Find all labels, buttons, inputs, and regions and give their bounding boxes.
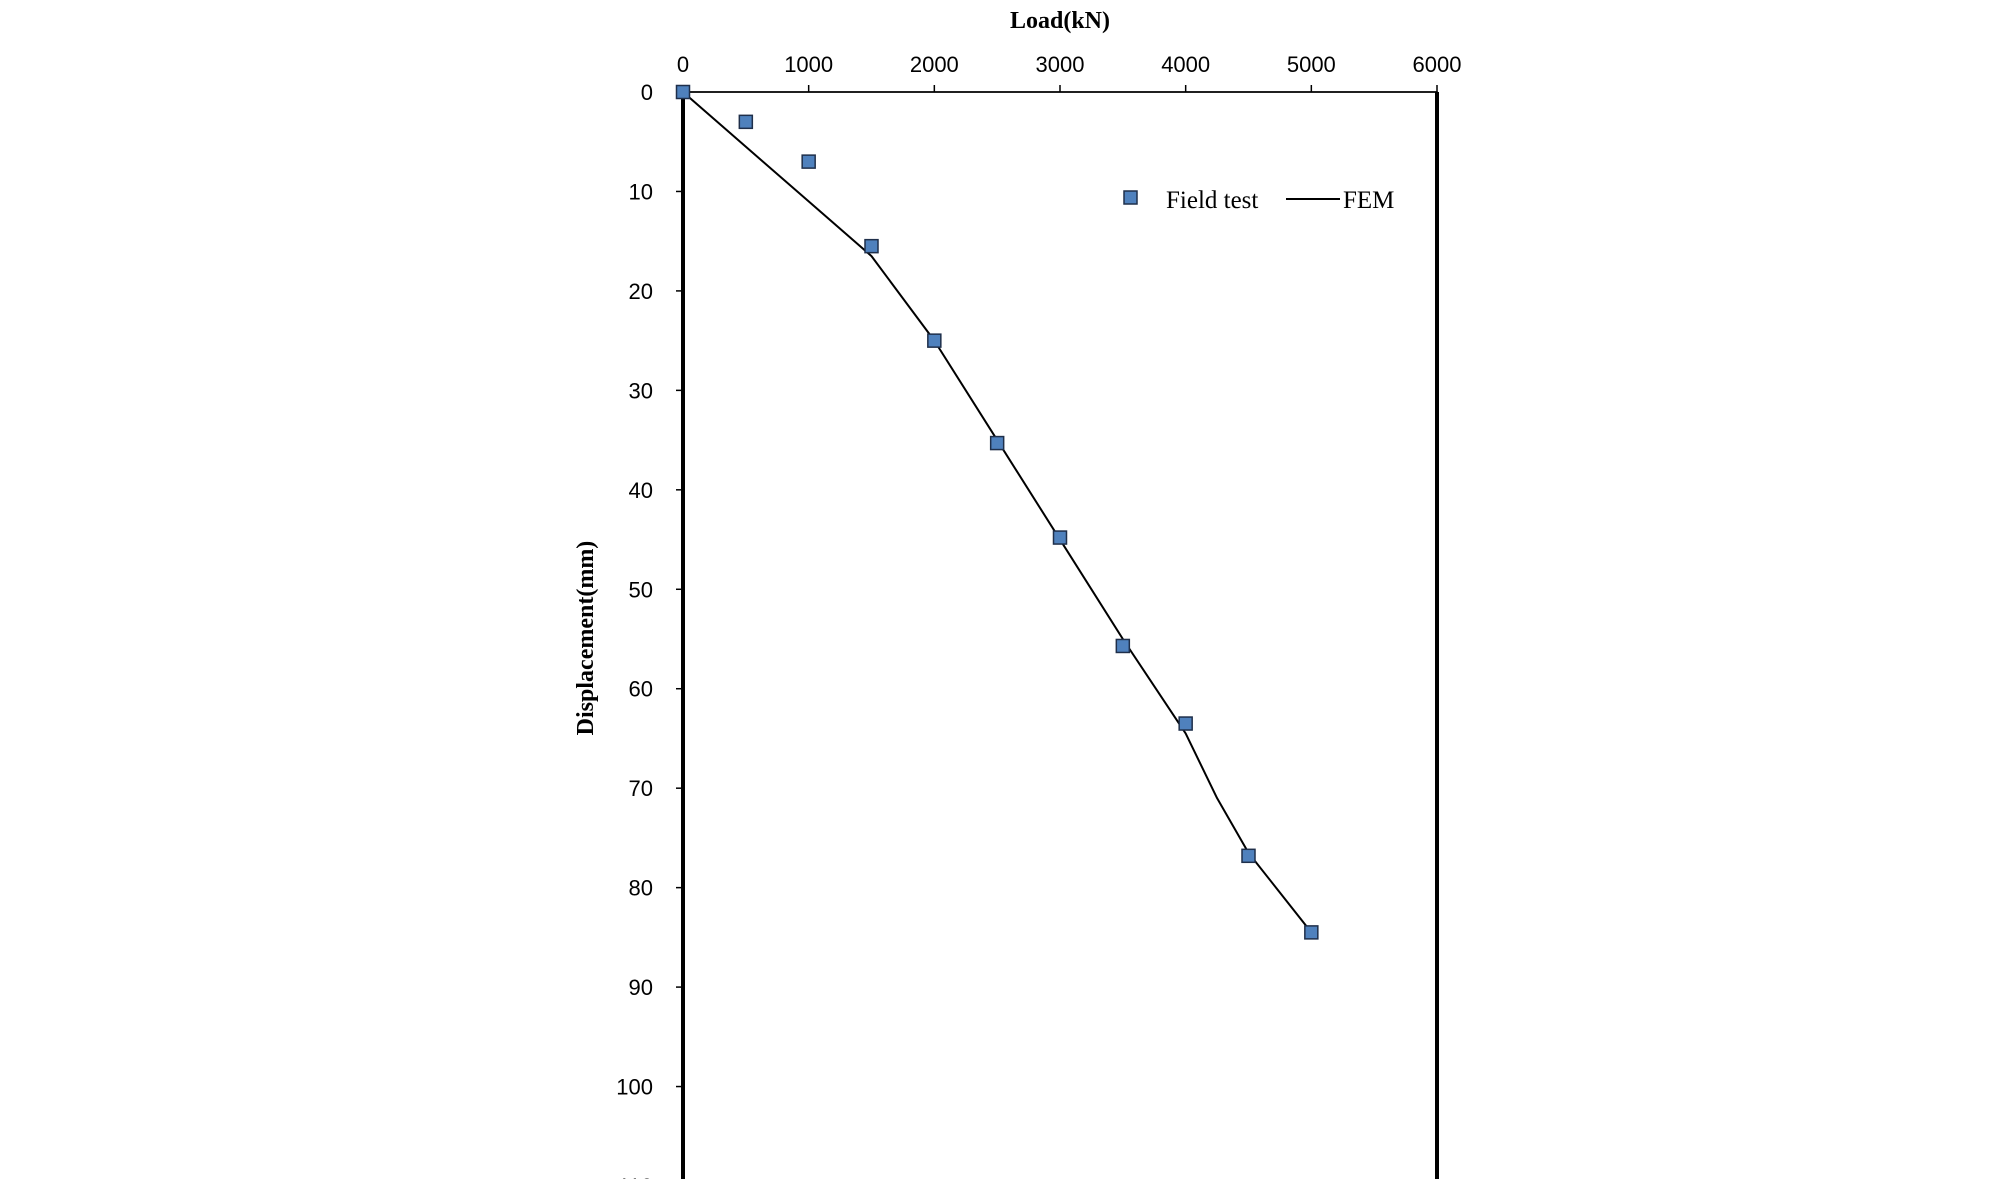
x-tick-label: 0: [677, 52, 689, 77]
y-tick-label: 50: [629, 577, 653, 602]
series-layer: [675, 84, 1319, 940]
y-tick-label: 80: [629, 876, 653, 901]
y-tick-label: 0: [641, 80, 653, 105]
x-tick-label: 3000: [1036, 52, 1085, 77]
y-tick-label: 30: [629, 378, 653, 403]
data-point-field-test: [1241, 848, 1256, 864]
y-tick-label: 20: [629, 279, 653, 304]
legend-label-fem: FEM: [1343, 187, 1394, 214]
data-point-field-test: [1178, 716, 1193, 731]
y-tick-label: 110: [618, 1174, 653, 1179]
y-tick-label: 90: [629, 975, 653, 1000]
data-point-field-test: [1115, 638, 1131, 654]
legend-marker-field-test: [1123, 190, 1138, 205]
x-tick-label: 5000: [1287, 52, 1336, 77]
y-tick-label: 70: [629, 776, 653, 801]
data-point-field-test: [675, 84, 691, 100]
data-point-field-test: [864, 238, 879, 254]
x-tick-label: 4000: [1161, 52, 1210, 77]
x-tick-label: 1000: [784, 52, 833, 77]
legend: Field test FEM: [1123, 187, 1394, 214]
x-tick-label: 6000: [1413, 52, 1462, 77]
x-axis-title: Load(kN): [1010, 8, 1110, 34]
data-point-field-test: [1304, 925, 1319, 940]
y-tick-label: 100: [616, 1075, 653, 1100]
data-point-field-test: [927, 333, 942, 348]
y-tick-label: 10: [629, 179, 653, 204]
data-point-field-test: [1052, 530, 1068, 545]
data-point-field-test: [989, 435, 1005, 451]
data-point-field-test: [801, 154, 816, 169]
data-point-field-test: [738, 114, 754, 130]
x-axis-ticks: 0 1000 2000 3000 4000 5000 6000: [677, 52, 1462, 92]
x-tick-label: 2000: [910, 52, 959, 77]
y-axis-ticks: 0 10 20 30 40 50 60 70 80 90 100 110: [616, 80, 683, 1179]
y-tick-label: 60: [629, 677, 653, 702]
y-tick-label: 40: [629, 478, 653, 503]
y-axis-title: Displacement(mm): [573, 541, 599, 736]
legend-label-field-test: Field test: [1166, 187, 1258, 214]
plot-area: [682, 91, 1438, 1179]
